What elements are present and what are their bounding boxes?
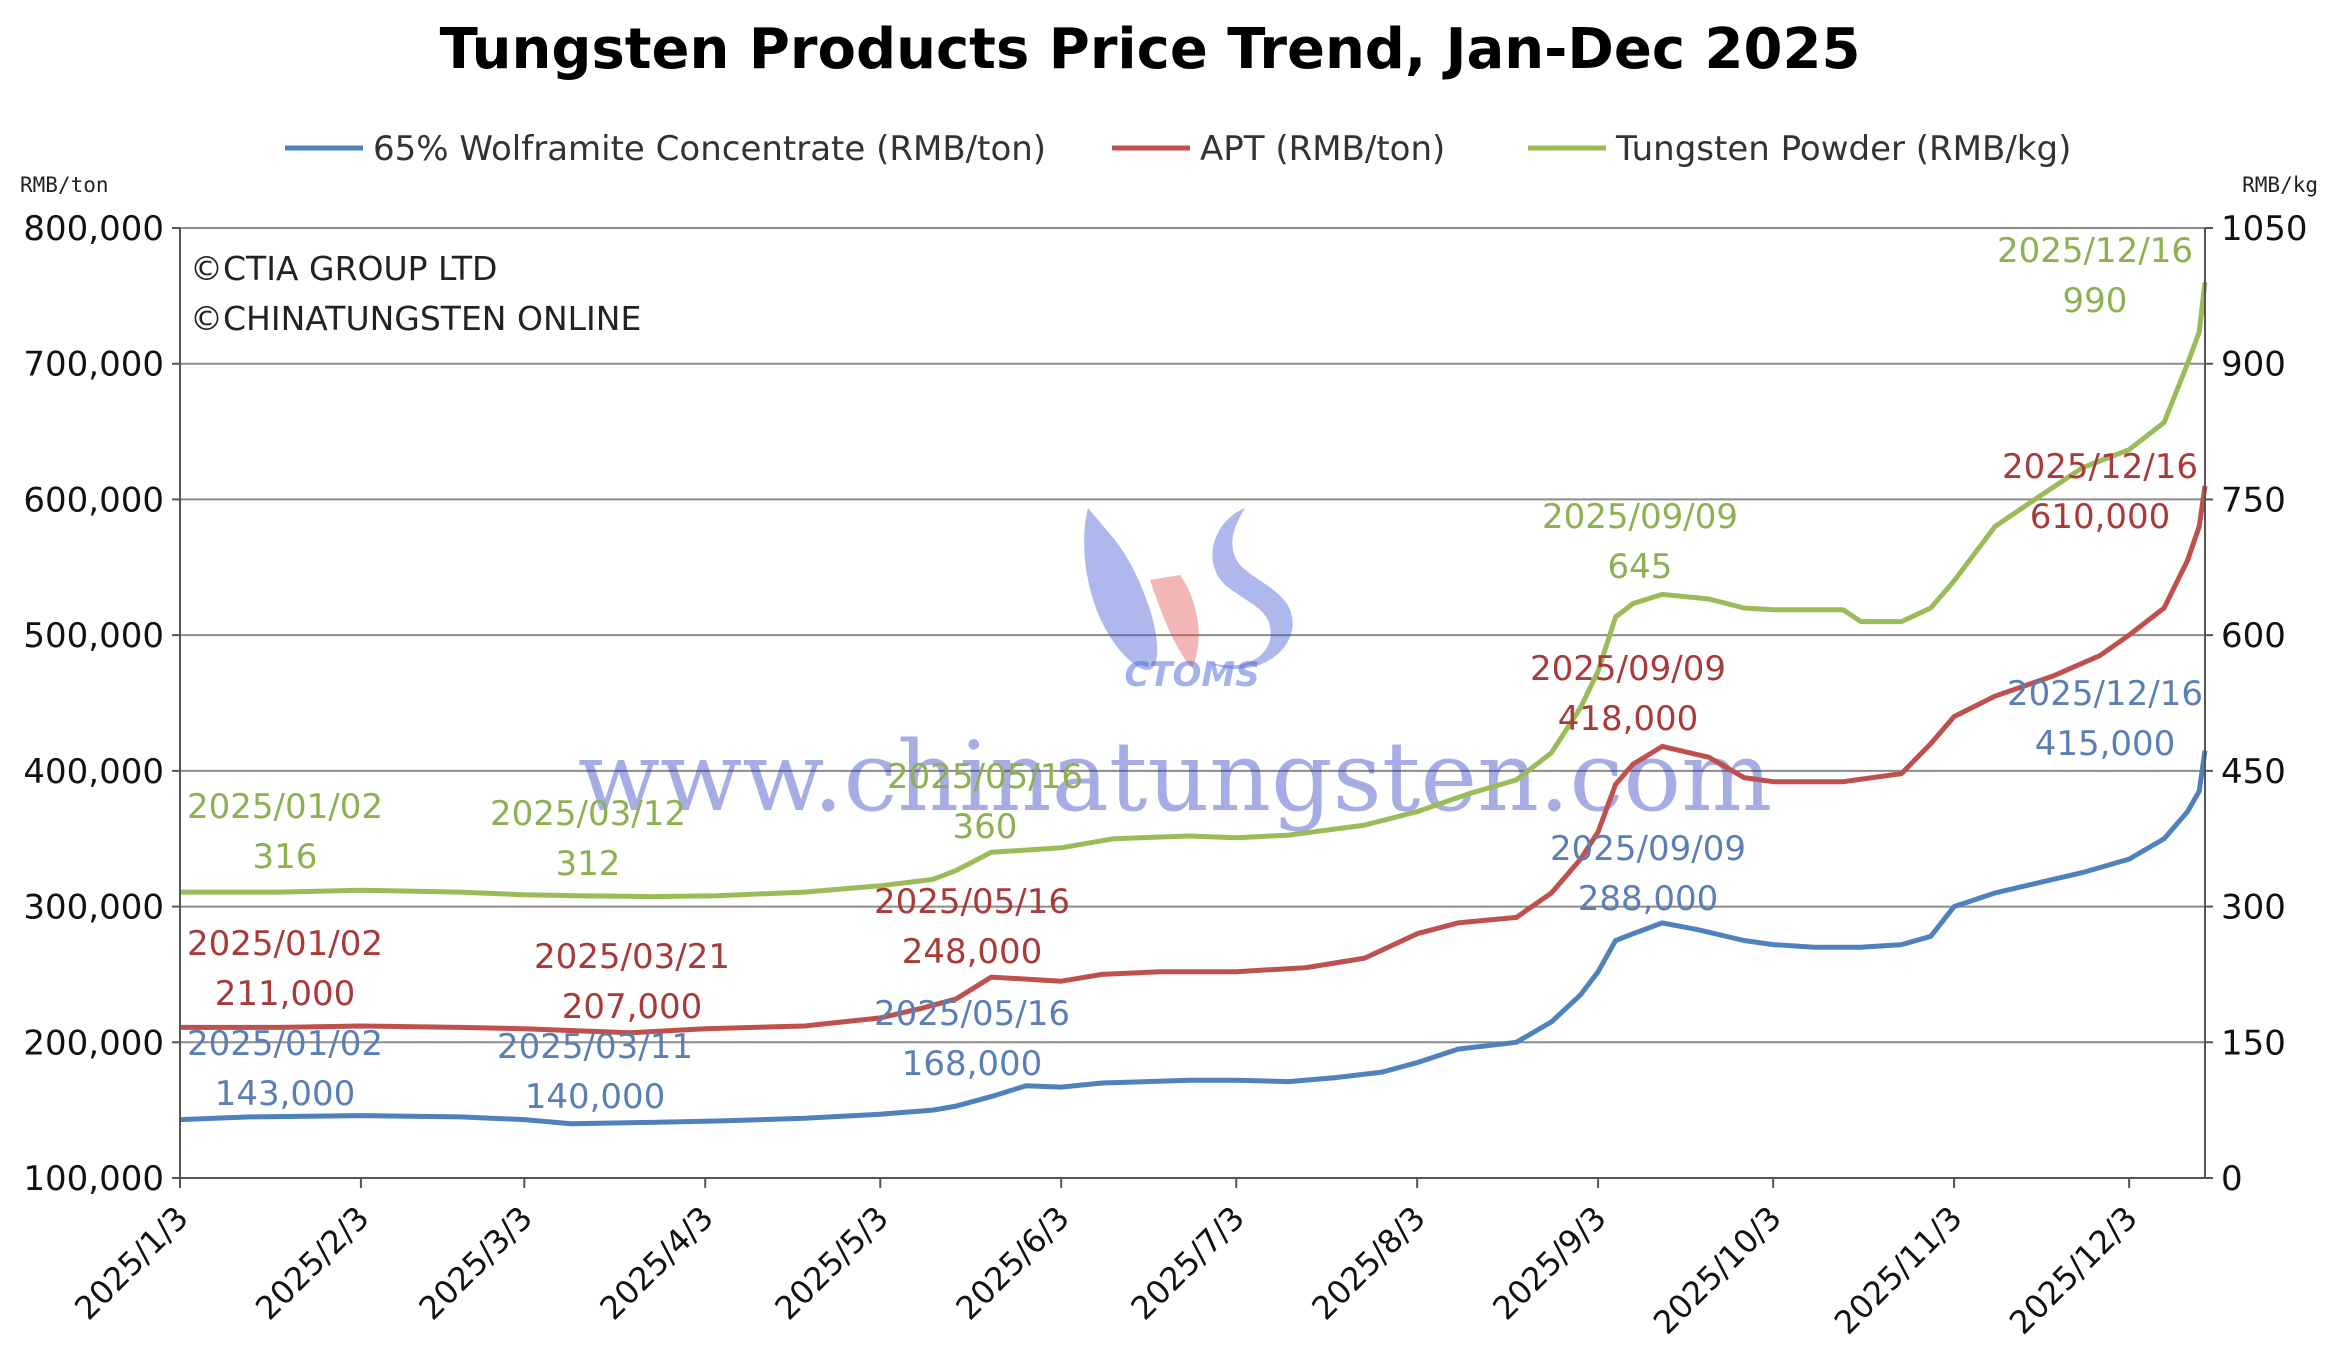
annotation-date-13: 2025/09/09 xyxy=(1542,497,1738,537)
annotation-value-5: 211,000 xyxy=(215,974,356,1014)
y-left-tick-1: 200,000 xyxy=(23,1023,164,1063)
x-tick-2: 2025/3/3 xyxy=(411,1199,539,1327)
x-tick-0: 2025/1/3 xyxy=(67,1199,195,1327)
y-left-tick-5: 600,000 xyxy=(23,480,164,520)
legend-label-0: 65% Wolframite Concentrate (RMB/ton) xyxy=(373,129,1046,169)
legend: 65% Wolframite Concentrate (RMB/ton) APT … xyxy=(285,129,2071,169)
x-tick-11: 2025/12/3 xyxy=(2002,1199,2145,1342)
y-right-tick-5: 750 xyxy=(2221,480,2286,520)
x-tick-5: 2025/6/3 xyxy=(948,1199,1076,1327)
annotation-value-4: 415,000 xyxy=(2035,724,2176,764)
y-left-unit-label: RMB/ton xyxy=(20,173,109,197)
y-right-tick-7: 1050 xyxy=(2221,209,2308,249)
annotation-date-14: 2025/12/16 xyxy=(1997,231,2193,271)
y-left-tick-4: 500,000 xyxy=(23,616,164,656)
annotation-value-3: 288,000 xyxy=(1578,879,1719,919)
annotation-date-1: 2025/03/11 xyxy=(497,1027,693,1067)
legend-label-2: Tungsten Powder (RMB/kg) xyxy=(1615,129,2071,169)
x-tick-9: 2025/10/3 xyxy=(1646,1199,1789,1342)
legend-label-1: APT (RMB/ton) xyxy=(1200,129,1445,169)
y-right-unit-label: RMB/kg xyxy=(2242,173,2318,197)
x-tick-8: 2025/9/3 xyxy=(1485,1199,1613,1327)
y-left-tick-7: 800,000 xyxy=(23,209,164,249)
annotation-value-12: 360 xyxy=(953,807,1018,847)
annotation-date-3: 2025/09/09 xyxy=(1550,829,1746,869)
annotation-date-12: 2025/05/16 xyxy=(887,757,1083,797)
annotation-value-8: 418,000 xyxy=(1558,699,1699,739)
y-left-tick-2: 300,000 xyxy=(23,888,164,928)
x-tick-10: 2025/11/3 xyxy=(1827,1199,1970,1342)
annotation-value-1: 140,000 xyxy=(525,1077,666,1117)
annotation-value-0: 143,000 xyxy=(215,1074,356,1114)
series-line-2 xyxy=(180,282,2208,900)
x-tick-6: 2025/7/3 xyxy=(1123,1199,1251,1327)
y-right-tick-1: 150 xyxy=(2221,1023,2286,1063)
annotation-value-7: 248,000 xyxy=(902,932,1043,972)
annotation-date-0: 2025/01/02 xyxy=(187,1024,383,1064)
annotation-date-5: 2025/01/02 xyxy=(187,924,383,964)
y-left-tick-6: 700,000 xyxy=(23,345,164,385)
annotation-date-2: 2025/05/16 xyxy=(874,994,1070,1034)
gridlines xyxy=(180,227,2205,1044)
annotation-value-14: 990 xyxy=(2063,281,2128,321)
series-lines xyxy=(179,282,2208,1127)
annotation-date-9: 2025/12/16 xyxy=(2002,447,2198,487)
annotation-date-6: 2025/03/21 xyxy=(534,937,730,977)
y-left-tick-3: 400,000 xyxy=(23,752,164,792)
y-right-tick-3: 450 xyxy=(2221,752,2286,792)
x-tick-7: 2025/8/3 xyxy=(1304,1199,1432,1327)
y-left-tick-0: 100,000 xyxy=(23,1159,164,1199)
copyright-line-1: ©CTIA GROUP LTD xyxy=(190,249,497,288)
annotation-value-11: 312 xyxy=(556,844,621,884)
annotation-date-4: 2025/12/16 xyxy=(2007,674,2203,714)
annotation-value-9: 610,000 xyxy=(2030,497,2171,537)
annotation-value-2: 168,000 xyxy=(902,1044,1043,1084)
watermark-logo-right-shape xyxy=(1205,508,1293,669)
watermark-logo-red-shape xyxy=(1150,575,1199,668)
watermark: CTOMS www.chinatungsten.com xyxy=(578,508,1772,833)
annotation-date-8: 2025/09/09 xyxy=(1530,649,1726,689)
watermark-logo-left-shape xyxy=(1084,508,1158,671)
annotation-value-13: 645 xyxy=(1608,547,1673,587)
y-right-tick-4: 600 xyxy=(2221,616,2286,656)
x-tick-4: 2025/5/3 xyxy=(767,1199,895,1327)
data-annotations: 2025/01/02 143,000 2025/03/11 140,000 2025/0… xyxy=(187,231,2203,1117)
annotation-date-7: 2025/05/16 xyxy=(874,882,1070,922)
x-tick-1: 2025/2/3 xyxy=(248,1199,376,1327)
y-right-tick-6: 900 xyxy=(2221,345,2286,385)
y-right-tick-2: 300 xyxy=(2221,888,2286,928)
watermark-url: www.chinatungsten.com xyxy=(578,721,1772,833)
annotation-date-10: 2025/01/02 xyxy=(187,787,383,827)
annotation-value-10: 316 xyxy=(253,837,318,877)
y-right-tick-0: 0 xyxy=(2221,1159,2243,1199)
annotation-date-11: 2025/03/12 xyxy=(490,794,686,834)
series-line-1 xyxy=(180,485,2208,1036)
watermark-logo-text: CTOMS xyxy=(1124,655,1259,695)
x-tick-3: 2025/4/3 xyxy=(592,1199,720,1327)
annotation-value-6: 207,000 xyxy=(562,987,703,1027)
series-line-0 xyxy=(179,750,2208,1127)
copyright-line-2: ©CHINATUNGSTEN ONLINE xyxy=(190,299,641,338)
chart-title: Tungsten Products Price Trend, Jan-Dec 2… xyxy=(440,17,1861,82)
